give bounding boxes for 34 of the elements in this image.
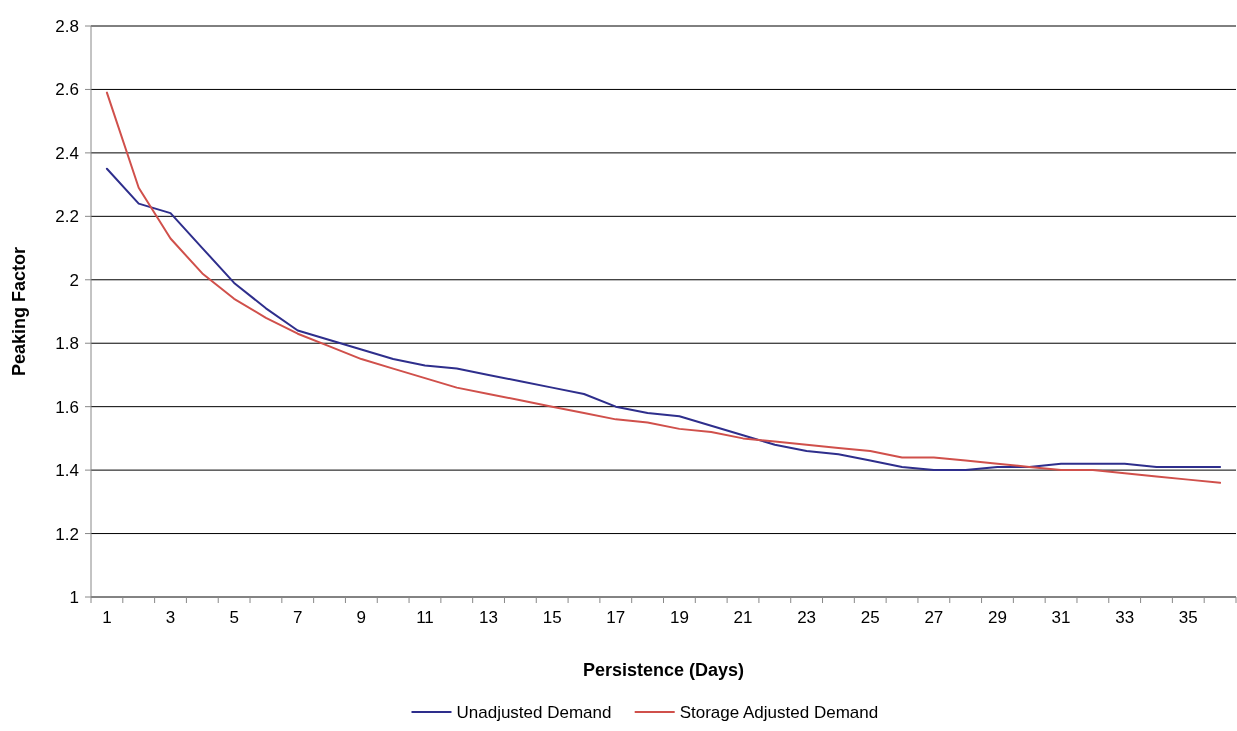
- x-tick-label: 23: [797, 608, 817, 627]
- y-tick-label: 2: [69, 270, 79, 290]
- x-tick-label: 11: [416, 608, 434, 627]
- legend-label: Storage Adjusted Demand: [679, 703, 879, 722]
- x-tick-label: 17: [606, 608, 626, 627]
- x-tick-label: 15: [542, 608, 562, 627]
- line-series: [105, 91, 1222, 484]
- x-tick-label: 9: [356, 608, 367, 627]
- y-tick-label: 1.2: [55, 524, 79, 544]
- y-tick-label: 2.2: [55, 207, 79, 227]
- y-tick-label: 2.6: [55, 80, 79, 100]
- x-tick-label: 3: [165, 608, 176, 627]
- x-axis-title: Persistence (Days): [582, 660, 745, 680]
- line-series: [105, 167, 1222, 472]
- x-tick-label: 31: [1051, 608, 1071, 627]
- x-tick-label: 35: [1178, 608, 1198, 627]
- x-tick-label: 5: [229, 608, 239, 627]
- y-tick-label: 1.8: [55, 334, 79, 354]
- y-tick-label: 1.4: [55, 461, 79, 481]
- y-axis-title: Peaking Factor: [9, 246, 29, 377]
- x-tick-label: 29: [988, 608, 1007, 627]
- legend-label: Unadjusted Demand: [456, 703, 612, 722]
- x-tick-label: 13: [479, 608, 499, 627]
- y-tick-label: 1.6: [55, 397, 79, 417]
- x-tick-label: 21: [733, 608, 753, 627]
- y-tick-label: 2.8: [55, 16, 79, 36]
- y-tick-label: 1: [69, 587, 79, 607]
- x-tick-label: 7: [293, 608, 303, 627]
- x-tick-label: 27: [924, 608, 944, 627]
- x-tick-label: 1: [102, 608, 112, 627]
- x-tick-label: 33: [1115, 608, 1135, 627]
- x-tick-label: 19: [669, 608, 689, 627]
- y-tick-label: 2.4: [55, 143, 79, 163]
- x-tick-label: 25: [860, 608, 880, 627]
